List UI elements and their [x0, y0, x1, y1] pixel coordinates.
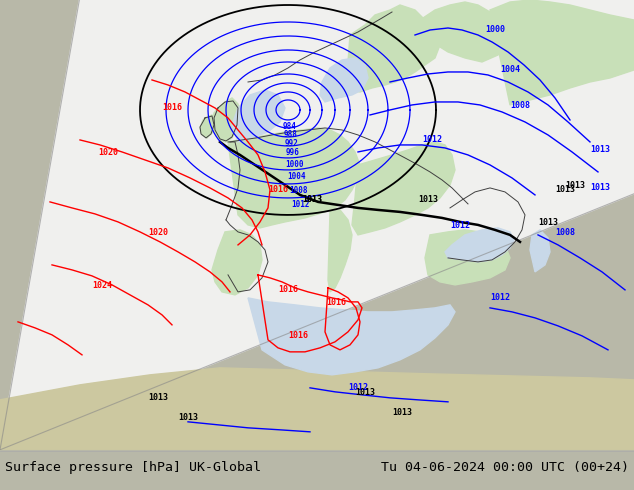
Polygon shape	[345, 5, 440, 92]
Polygon shape	[420, 2, 505, 62]
Text: 1008: 1008	[288, 186, 307, 195]
Text: 1013: 1013	[302, 195, 322, 204]
Text: 1013: 1013	[392, 408, 412, 417]
Text: 1000: 1000	[485, 25, 505, 34]
Polygon shape	[228, 128, 360, 228]
Polygon shape	[200, 115, 215, 138]
Polygon shape	[212, 98, 240, 142]
Text: 1016: 1016	[326, 298, 346, 307]
Polygon shape	[490, 0, 634, 105]
Text: 1013: 1013	[555, 185, 575, 194]
Polygon shape	[0, 368, 634, 450]
Text: 1016: 1016	[268, 185, 288, 194]
Text: 1013: 1013	[355, 388, 375, 397]
Text: 1012: 1012	[422, 135, 442, 144]
Text: 1013: 1013	[178, 413, 198, 422]
Text: Tu 04-06-2024 00:00 UTC (00+24): Tu 04-06-2024 00:00 UTC (00+24)	[381, 462, 629, 474]
Polygon shape	[212, 230, 262, 295]
Text: 1004: 1004	[500, 65, 520, 74]
Text: 1013: 1013	[565, 181, 585, 190]
Polygon shape	[248, 298, 455, 375]
Polygon shape	[232, 90, 285, 142]
Polygon shape	[0, 0, 634, 450]
Text: 1020: 1020	[98, 148, 118, 157]
Text: 984: 984	[282, 122, 296, 131]
Polygon shape	[445, 228, 514, 262]
Polygon shape	[352, 142, 455, 235]
Text: 1000: 1000	[285, 160, 304, 169]
Text: 1008: 1008	[555, 228, 575, 237]
Text: 1013: 1013	[590, 145, 610, 154]
Text: 1013: 1013	[590, 183, 610, 192]
Text: 1020: 1020	[148, 228, 168, 237]
Text: 1024: 1024	[92, 281, 112, 290]
Text: 992: 992	[285, 139, 299, 148]
Text: 1012: 1012	[291, 200, 309, 209]
Polygon shape	[320, 58, 368, 102]
Text: 1012: 1012	[348, 383, 368, 392]
Text: 1013: 1013	[538, 218, 558, 227]
Text: 1016: 1016	[288, 331, 308, 340]
Text: 1013: 1013	[148, 393, 168, 402]
Text: 1008: 1008	[510, 101, 530, 110]
Text: 1013: 1013	[418, 195, 438, 204]
Text: 1013: 1013	[302, 195, 322, 204]
Text: 1016: 1016	[162, 103, 182, 112]
Text: 988: 988	[283, 130, 297, 139]
Text: 996: 996	[286, 148, 300, 157]
Polygon shape	[425, 230, 510, 285]
Text: 1012: 1012	[450, 221, 470, 230]
Polygon shape	[328, 210, 352, 292]
Text: 1004: 1004	[287, 172, 305, 181]
Text: 1012: 1012	[490, 293, 510, 302]
Text: 1016: 1016	[278, 285, 298, 294]
Text: Surface pressure [hPa] UK-Global: Surface pressure [hPa] UK-Global	[5, 462, 261, 474]
Polygon shape	[530, 230, 550, 272]
